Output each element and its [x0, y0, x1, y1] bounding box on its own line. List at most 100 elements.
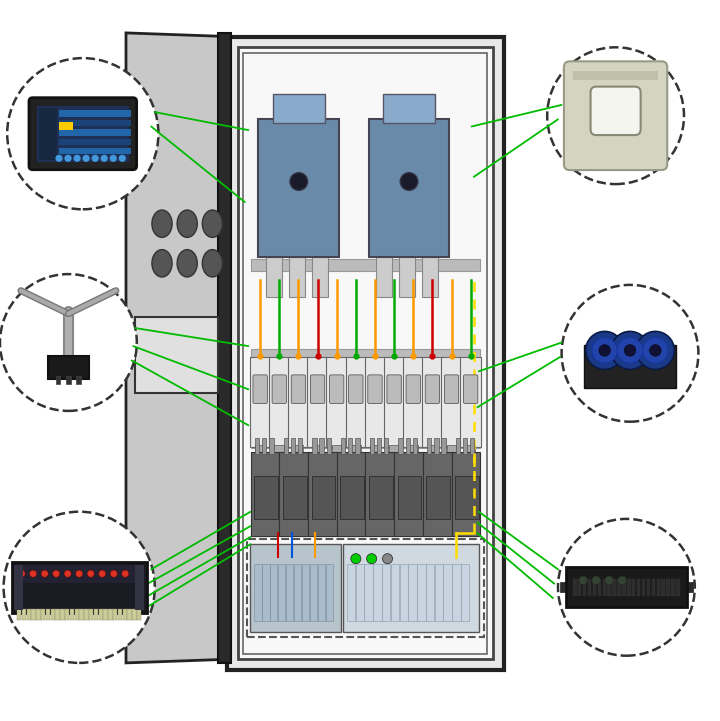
Circle shape	[605, 576, 613, 585]
FancyBboxPatch shape	[254, 565, 261, 621]
FancyBboxPatch shape	[251, 259, 480, 270]
FancyBboxPatch shape	[652, 579, 655, 596]
FancyBboxPatch shape	[37, 105, 129, 162]
FancyBboxPatch shape	[456, 438, 460, 454]
FancyBboxPatch shape	[59, 120, 131, 126]
FancyBboxPatch shape	[273, 94, 325, 123]
FancyBboxPatch shape	[132, 609, 137, 620]
FancyBboxPatch shape	[250, 544, 341, 632]
FancyBboxPatch shape	[460, 357, 481, 447]
FancyBboxPatch shape	[326, 357, 347, 447]
FancyBboxPatch shape	[99, 609, 103, 620]
FancyBboxPatch shape	[327, 438, 331, 454]
FancyBboxPatch shape	[251, 348, 480, 359]
FancyBboxPatch shape	[603, 579, 606, 596]
FancyBboxPatch shape	[270, 565, 277, 621]
FancyBboxPatch shape	[291, 375, 305, 404]
FancyBboxPatch shape	[637, 579, 640, 596]
FancyBboxPatch shape	[274, 445, 284, 458]
Circle shape	[617, 337, 643, 363]
FancyBboxPatch shape	[312, 445, 323, 458]
FancyBboxPatch shape	[294, 445, 303, 458]
FancyBboxPatch shape	[75, 609, 79, 620]
FancyBboxPatch shape	[332, 445, 341, 458]
FancyBboxPatch shape	[262, 438, 266, 454]
FancyBboxPatch shape	[254, 476, 278, 519]
FancyBboxPatch shape	[408, 445, 418, 458]
FancyBboxPatch shape	[36, 609, 40, 620]
FancyBboxPatch shape	[12, 562, 147, 613]
Circle shape	[99, 570, 106, 578]
FancyBboxPatch shape	[266, 253, 282, 297]
FancyBboxPatch shape	[227, 37, 504, 670]
FancyBboxPatch shape	[70, 609, 74, 620]
FancyBboxPatch shape	[573, 579, 577, 596]
FancyBboxPatch shape	[662, 579, 665, 596]
FancyBboxPatch shape	[108, 609, 112, 620]
Ellipse shape	[177, 249, 197, 277]
FancyBboxPatch shape	[343, 544, 479, 632]
FancyBboxPatch shape	[400, 565, 408, 621]
FancyBboxPatch shape	[135, 317, 218, 393]
FancyBboxPatch shape	[48, 356, 89, 379]
Circle shape	[636, 332, 675, 369]
Circle shape	[649, 345, 661, 356]
FancyBboxPatch shape	[617, 579, 621, 596]
FancyBboxPatch shape	[366, 451, 394, 536]
FancyBboxPatch shape	[426, 476, 450, 519]
FancyBboxPatch shape	[434, 438, 438, 454]
FancyBboxPatch shape	[256, 445, 265, 458]
FancyBboxPatch shape	[50, 609, 55, 620]
FancyBboxPatch shape	[27, 609, 31, 620]
FancyBboxPatch shape	[251, 451, 279, 536]
FancyBboxPatch shape	[18, 565, 140, 583]
FancyBboxPatch shape	[65, 609, 69, 620]
FancyBboxPatch shape	[137, 609, 141, 620]
FancyBboxPatch shape	[291, 438, 295, 454]
FancyBboxPatch shape	[330, 375, 344, 404]
FancyBboxPatch shape	[218, 33, 231, 663]
FancyBboxPatch shape	[403, 357, 423, 447]
FancyBboxPatch shape	[14, 565, 23, 610]
FancyBboxPatch shape	[238, 48, 493, 659]
Circle shape	[624, 345, 636, 356]
Circle shape	[290, 172, 307, 190]
FancyBboxPatch shape	[368, 375, 382, 404]
FancyBboxPatch shape	[39, 107, 57, 159]
FancyBboxPatch shape	[584, 345, 676, 388]
FancyBboxPatch shape	[427, 438, 431, 454]
FancyBboxPatch shape	[251, 437, 480, 448]
FancyBboxPatch shape	[104, 609, 108, 620]
FancyBboxPatch shape	[279, 451, 308, 536]
FancyBboxPatch shape	[461, 565, 469, 621]
FancyBboxPatch shape	[66, 376, 71, 384]
FancyBboxPatch shape	[341, 476, 364, 519]
FancyBboxPatch shape	[251, 526, 480, 536]
FancyBboxPatch shape	[308, 451, 337, 536]
FancyBboxPatch shape	[684, 582, 693, 593]
FancyBboxPatch shape	[347, 565, 356, 621]
Circle shape	[562, 285, 698, 422]
FancyBboxPatch shape	[369, 120, 449, 257]
FancyBboxPatch shape	[397, 476, 421, 519]
FancyBboxPatch shape	[79, 609, 84, 620]
FancyBboxPatch shape	[441, 438, 446, 454]
FancyBboxPatch shape	[560, 582, 569, 593]
FancyBboxPatch shape	[59, 129, 131, 136]
FancyBboxPatch shape	[364, 565, 373, 621]
Circle shape	[30, 570, 37, 578]
FancyBboxPatch shape	[283, 476, 307, 519]
FancyBboxPatch shape	[250, 357, 271, 447]
FancyBboxPatch shape	[382, 565, 390, 621]
Circle shape	[18, 570, 25, 578]
FancyBboxPatch shape	[376, 253, 392, 297]
Circle shape	[64, 570, 71, 578]
FancyBboxPatch shape	[657, 579, 660, 596]
FancyBboxPatch shape	[365, 357, 385, 447]
FancyBboxPatch shape	[269, 438, 274, 454]
FancyBboxPatch shape	[406, 375, 420, 404]
Circle shape	[585, 332, 624, 369]
FancyBboxPatch shape	[122, 609, 127, 620]
Circle shape	[76, 570, 83, 578]
FancyBboxPatch shape	[613, 579, 616, 596]
